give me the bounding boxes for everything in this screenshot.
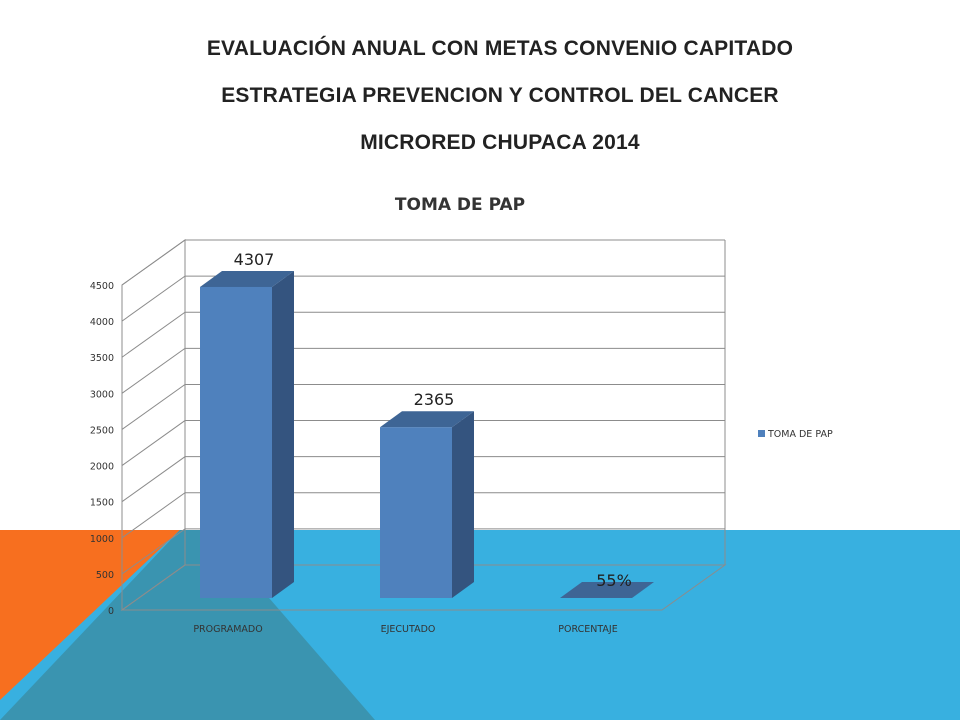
chart-gridlines bbox=[121, 239, 726, 611]
bar bbox=[380, 411, 474, 598]
data-label: 4307 bbox=[234, 250, 275, 269]
x-category-label: EJECUTADO bbox=[381, 624, 436, 635]
y-tick-label: 2000 bbox=[90, 462, 114, 473]
bar-top bbox=[380, 411, 474, 428]
y-tick-label: 3500 bbox=[90, 353, 114, 364]
gridline bbox=[121, 492, 725, 539]
y-tick-label: 3000 bbox=[90, 389, 114, 400]
teal-triangle bbox=[0, 530, 375, 720]
gridline bbox=[121, 311, 725, 358]
slide-heading-line-3: MICRORED CHUPACA 2014 bbox=[360, 131, 640, 154]
x-category-label: PORCENTAJE bbox=[558, 624, 617, 635]
bar bbox=[560, 581, 654, 598]
y-tick-label: 1000 bbox=[90, 534, 114, 545]
gridline bbox=[121, 528, 725, 575]
side-wall bbox=[121, 239, 186, 611]
chart-legend: TOMA DE PAP bbox=[758, 429, 833, 440]
data-labels: 4307 2365 55% bbox=[234, 250, 632, 590]
gridline bbox=[121, 347, 725, 394]
chart-bars bbox=[200, 270, 654, 598]
x-category-label: PROGRAMADO bbox=[193, 624, 262, 635]
y-tick-label: 2500 bbox=[90, 425, 114, 436]
slide-heading-line-1: EVALUACIÓN ANUAL CON METAS CONVENIO CAPI… bbox=[206, 37, 794, 60]
x-axis-labels: PROGRAMADO EJECUTADO PORCENTAJE bbox=[193, 624, 617, 635]
gridline bbox=[121, 420, 725, 466]
gridline bbox=[121, 275, 725, 322]
gridline bbox=[121, 239, 725, 286]
bar-side bbox=[452, 411, 474, 598]
gridline bbox=[121, 456, 725, 503]
data-label: 2365 bbox=[414, 390, 455, 409]
bar-side bbox=[632, 581, 654, 598]
y-tick-label: 0 bbox=[108, 606, 114, 617]
bar-front bbox=[380, 427, 452, 598]
y-tick-label: 4500 bbox=[90, 281, 114, 292]
orange-triangle bbox=[0, 530, 180, 700]
y-tick-label: 1500 bbox=[90, 498, 114, 509]
y-tick-label: 4000 bbox=[90, 317, 114, 328]
data-label: 55% bbox=[596, 571, 632, 590]
bar-side bbox=[272, 270, 294, 598]
bar-top bbox=[200, 270, 294, 287]
y-tick-label: 500 bbox=[96, 570, 114, 581]
bar-front bbox=[200, 286, 272, 598]
chart-title: TOMA DE PAP bbox=[395, 195, 525, 215]
legend-swatch bbox=[758, 430, 765, 437]
gridline bbox=[121, 564, 725, 611]
slide-heading-line-2: ESTRATEGIA PREVENCION Y CONTROL DEL CANC… bbox=[221, 84, 779, 107]
bar bbox=[200, 270, 294, 598]
bar-top bbox=[560, 581, 654, 598]
y-axis-ticks: 0 500 1000 1500 2000 2500 3000 3500 4000 4500 bbox=[90, 281, 114, 617]
gridline bbox=[121, 383, 725, 430]
legend-label: TOMA DE PAP bbox=[767, 429, 833, 440]
